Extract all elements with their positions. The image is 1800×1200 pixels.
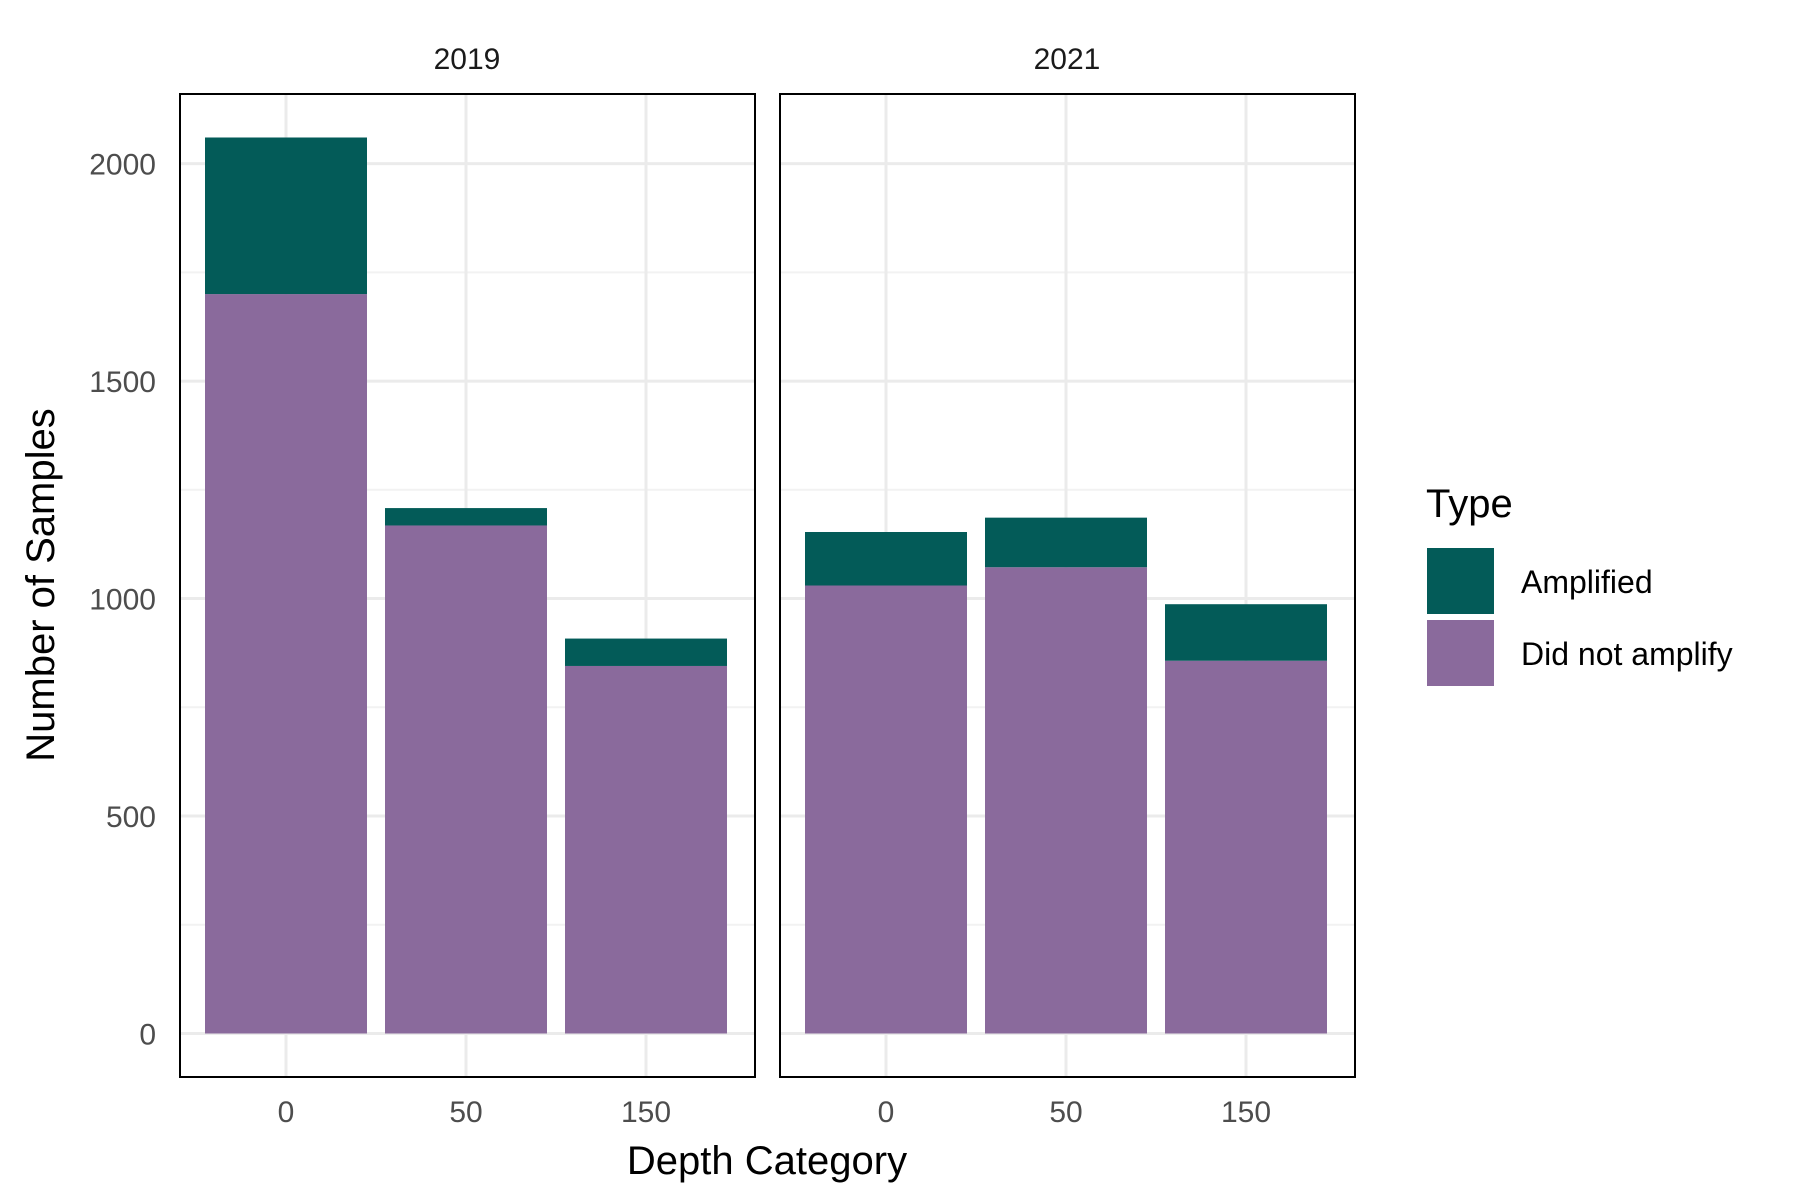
bar-amplified-150 (565, 638, 727, 666)
y-axis-ticks: 0 500 1000 1500 2000 (89, 149, 156, 1052)
bar-amplified-0 (205, 137, 367, 295)
x-tick-label: 150 (1221, 1096, 1271, 1129)
x-tick-label: 0 (878, 1096, 895, 1129)
bar-did-not-amplify-0 (805, 585, 967, 1034)
y-tick-label: 500 (106, 801, 156, 834)
facet-title: 2021 (1034, 43, 1101, 76)
y-tick-label: 1500 (89, 366, 156, 399)
panel-border (179, 93, 756, 1078)
facet-title: 2019 (434, 43, 501, 76)
legend-key-did-not-amplify (1427, 620, 1494, 686)
facet-panel-2019: 2019 (179, 43, 756, 1078)
panel-border (779, 93, 1356, 1078)
bars (805, 517, 1327, 1034)
x-tick-label: 0 (278, 1096, 295, 1129)
y-tick-label: 1000 (89, 584, 156, 617)
legend-label-did-not-amplify: Did not amplify (1521, 636, 1733, 672)
x-tick-label: 50 (1049, 1096, 1082, 1129)
bar-did-not-amplify-50 (385, 525, 547, 1034)
legend-label-amplified: Amplified (1521, 564, 1653, 600)
x-tick-label: 50 (449, 1096, 482, 1129)
bar-amplified-50 (985, 517, 1147, 568)
facet-panel-2021: 2021 (779, 43, 1356, 1078)
bar-amplified-150 (1165, 604, 1327, 661)
bar-did-not-amplify-150 (565, 665, 727, 1034)
bar-did-not-amplify-50 (985, 567, 1147, 1034)
y-tick-label: 2000 (89, 149, 156, 182)
bar-amplified-50 (385, 508, 547, 526)
y-tick-label: 0 (139, 1019, 156, 1052)
legend: Type Amplified Did not amplify (1426, 482, 1733, 686)
bar-amplified-0 (805, 532, 967, 586)
bar-did-not-amplify-150 (1165, 660, 1327, 1034)
x-axis-ticks: 0 50 150 0 50 150 (278, 1096, 1271, 1129)
bar-did-not-amplify-0 (205, 294, 367, 1034)
x-tick-label: 150 (621, 1096, 671, 1129)
legend-title: Type (1426, 482, 1513, 526)
y-axis-title: Number of Samples (19, 408, 63, 761)
bars (205, 137, 727, 1034)
legend-key-amplified (1427, 548, 1494, 614)
x-axis-title: Depth Category (627, 1139, 907, 1183)
